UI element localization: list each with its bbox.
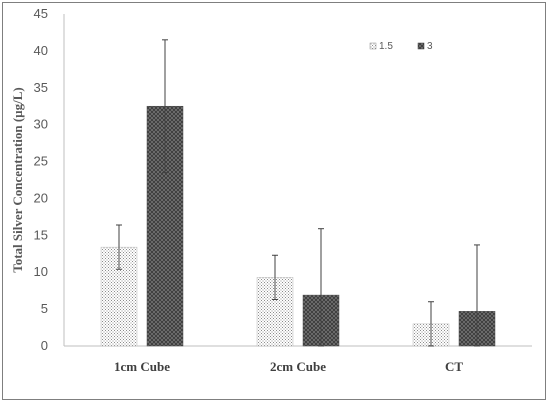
y-tick-label-20: 20: [34, 190, 48, 205]
y-axis-label: Total Silver Concentration (µg/L): [10, 87, 25, 273]
y-tick-label-10: 10: [34, 264, 48, 279]
category-label-0: 1cm Cube: [114, 359, 170, 374]
bars: [100, 105, 496, 347]
y-tick-label-15: 15: [34, 227, 48, 242]
error-bars: [116, 39, 480, 347]
y-tick-label-0: 0: [41, 338, 48, 353]
legend-label-1-5: 1.5: [379, 41, 393, 52]
y-tick-label-35: 35: [34, 80, 48, 95]
y-tick-label-45: 45: [34, 6, 48, 21]
category-labels: 1cm Cube 2cm Cube CT: [114, 359, 463, 374]
category-label-2: CT: [445, 359, 463, 374]
legend-label-3: 3: [427, 41, 433, 52]
y-tick-label-40: 40: [34, 43, 48, 58]
legend-swatch-3: [417, 42, 425, 50]
y-tick-label-25: 25: [34, 154, 48, 169]
y-tick-labels: 0 5 10 15 20 25 30 35 40 45: [34, 6, 48, 353]
y-tick-label-30: 30: [34, 117, 48, 132]
y-tick-label-5: 5: [41, 301, 48, 316]
legend: 1.5 3: [369, 41, 433, 52]
legend-swatch-1-5: [369, 42, 377, 50]
category-label-1: 2cm Cube: [270, 359, 326, 374]
